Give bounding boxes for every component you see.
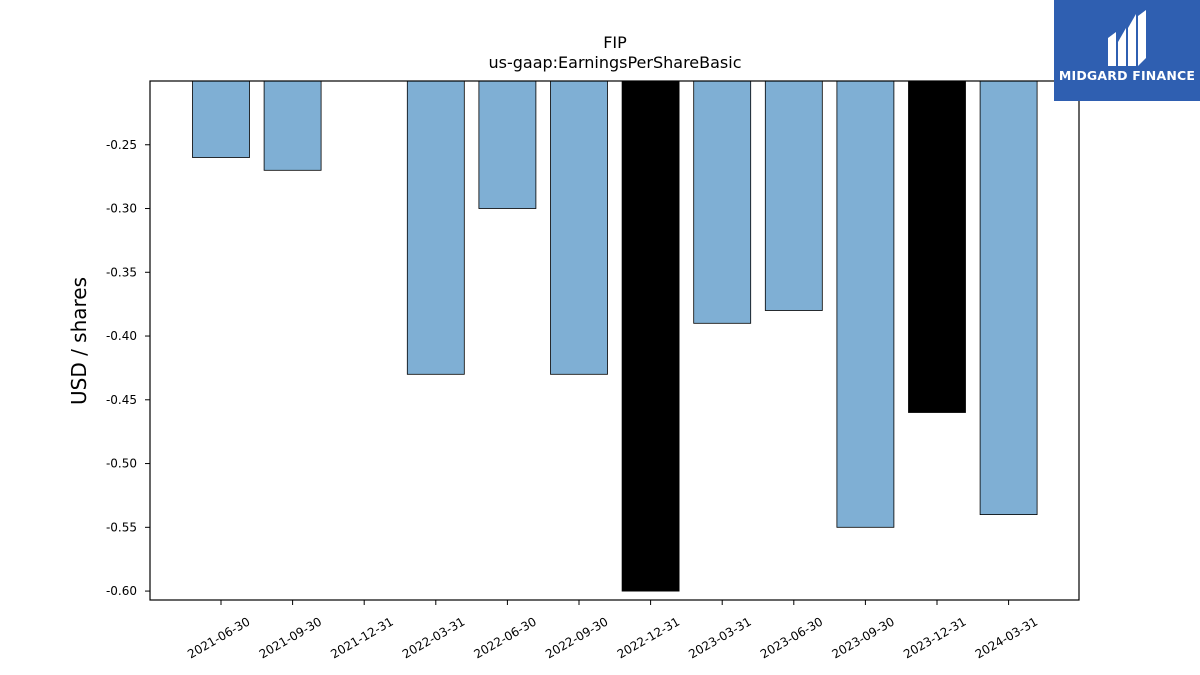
y-tick-label: -0.50: [106, 457, 137, 471]
x-tick-label: 2022-09-30: [543, 614, 610, 661]
bar-2022-06-30: [478, 80, 537, 209]
bar-2023-03-31: [693, 80, 752, 324]
bar-2022-12-31: [621, 80, 680, 592]
y-tick-label: -0.25: [106, 138, 137, 152]
brand-name: MIDGARD FINANCE: [1058, 68, 1196, 83]
chart-subtitle: us-gaap:EarningsPerShareBasic: [488, 53, 741, 72]
bar-2023-12-31: [908, 80, 966, 413]
bars-group: [192, 80, 1038, 592]
y-tick-label: -0.55: [106, 520, 137, 534]
y-axis-label: USD / shares: [67, 277, 91, 405]
brand-logo: MIDGARD FINANCE: [1054, 0, 1200, 101]
bar-2023-09-30: [836, 80, 895, 528]
bar-2022-03-31: [406, 80, 465, 375]
x-axis: 2021-06-30 2021-09-30 2021-12-31 2022-03-31…: [185, 600, 1040, 661]
bar-2023-06-30: [764, 80, 823, 311]
y-axis: -0.25 -0.30 -0.35 -0.40 -0.45 -0.50 -0.55 -0.60: [106, 138, 150, 598]
y-tick-label: -0.40: [106, 329, 137, 343]
midgard-logo-icon: [1108, 10, 1146, 66]
bar-2021-09-30: [263, 80, 322, 171]
x-tick-label: 2021-06-30: [185, 614, 252, 661]
x-tick-label: 2022-03-31: [400, 614, 467, 661]
x-tick-label: 2021-12-31: [328, 614, 395, 661]
chart-title: FIP: [603, 33, 627, 52]
y-tick-label: -0.60: [106, 584, 137, 598]
y-tick-label: -0.30: [106, 202, 137, 216]
y-tick-label: -0.45: [106, 393, 137, 407]
x-tick-label: 2023-09-30: [829, 614, 896, 661]
x-tick-label: 2024-03-31: [973, 614, 1040, 661]
x-tick-label: 2023-03-31: [686, 614, 753, 661]
bar-2022-09-30: [550, 80, 608, 375]
x-tick-label: 2023-06-30: [758, 614, 825, 661]
y-tick-label: -0.35: [106, 265, 137, 279]
x-tick-label: 2023-12-31: [901, 614, 968, 661]
x-tick-label: 2022-06-30: [471, 614, 538, 661]
plot-frame: [149, 80, 1080, 601]
bar-2024-03-31: [979, 80, 1038, 516]
bar-2021-06-30: [192, 80, 250, 158]
x-tick-label: 2022-12-31: [615, 614, 682, 661]
x-tick-label: 2021-09-30: [257, 614, 324, 661]
